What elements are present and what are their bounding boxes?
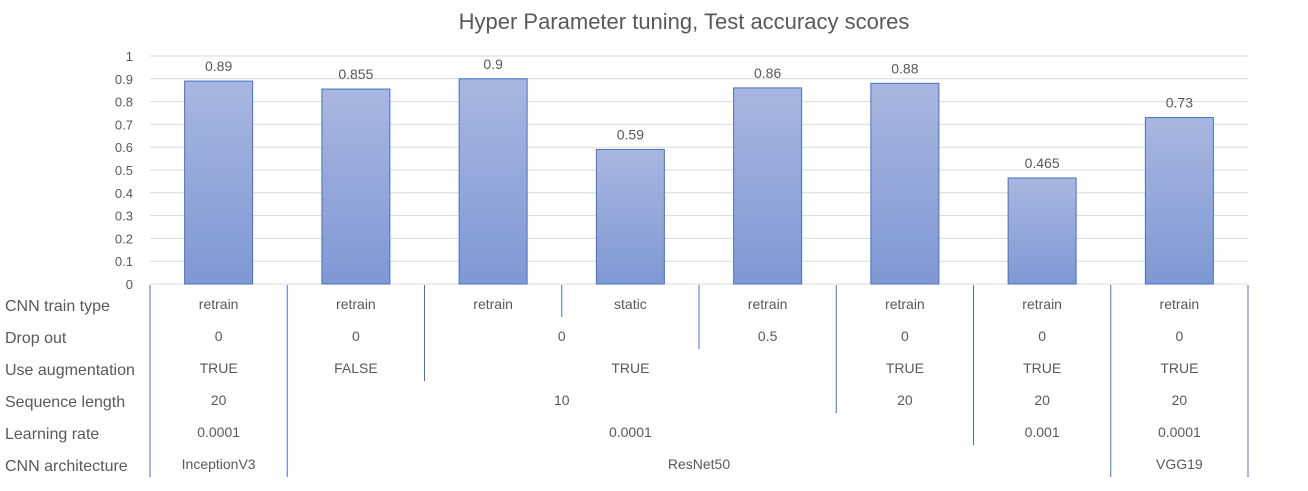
bars (184, 78, 1214, 285)
y-tick-label: 0.4 (115, 186, 133, 201)
data-label: 0.88 (891, 60, 918, 76)
table-row-label: Learning rate (5, 426, 99, 443)
table-cell: 0 (1175, 328, 1183, 344)
table-row-label: Drop out (5, 330, 67, 347)
table-cell: ResNet50 (668, 456, 730, 472)
data-label: 0.59 (617, 126, 644, 142)
table-cell: TRUE (1023, 360, 1061, 376)
table-cell: InceptionV3 (182, 456, 256, 472)
y-tick-label: 0.9 (115, 72, 133, 87)
table-cell: 0 (352, 328, 360, 344)
y-tick-label: 0.8 (115, 95, 133, 110)
table-row-label: CNN architecture (5, 458, 128, 475)
table-cell: TRUE (611, 360, 649, 376)
table-cell: 0 (901, 328, 909, 344)
table-cell: 0.0001 (1158, 424, 1201, 440)
table-cell: retrain (1160, 296, 1200, 312)
table-cell: retrain (748, 296, 788, 312)
table-cell: TRUE (886, 360, 924, 376)
table-cell: 20 (211, 392, 227, 408)
table-row-label: Sequence length (5, 394, 125, 411)
table-cell: 0.0001 (197, 424, 240, 440)
bar (321, 88, 391, 285)
gridlines (150, 55, 1248, 285)
y-tick-label: 0.3 (115, 209, 133, 224)
parameter-table: CNN train type retrain retrain retrain stati… (5, 285, 1249, 477)
table-cell: 20 (1172, 392, 1188, 408)
y-tick-label: 0.7 (115, 117, 133, 132)
y-tick-label: 0.1 (115, 254, 133, 269)
bar (458, 78, 528, 285)
bar (595, 148, 665, 285)
data-label: 0.73 (1166, 95, 1193, 111)
data-label: 0.9 (483, 56, 503, 72)
table-cell: 0 (1038, 328, 1046, 344)
table-cell: 0 (558, 328, 566, 344)
data-label: 0.465 (1025, 155, 1060, 171)
chart-title: Hyper Parameter tuning, Test accuracy sc… (459, 9, 910, 34)
data-label: 0.855 (338, 66, 373, 82)
y-axis-ticks: 0 0.1 0.2 0.3 0.4 0.5 0.6 0.7 0.8 0.9 1 (115, 49, 133, 292)
table-cell: static (614, 296, 647, 312)
bar (733, 87, 803, 285)
table-cell: TRUE (1160, 360, 1198, 376)
table-cell: 0.5 (758, 328, 778, 344)
y-tick-label: 0.2 (115, 231, 133, 246)
table-cell: retrain (199, 296, 239, 312)
bar (184, 80, 254, 285)
table-cell: retrain (336, 296, 376, 312)
bar (1007, 177, 1077, 285)
table-cell: FALSE (334, 360, 378, 376)
table-row-label: Use augmentation (5, 362, 135, 379)
y-tick-label: 1 (126, 49, 133, 64)
data-labels: 0.89 0.855 0.9 0.59 0.86 0.88 0.465 0.73 (205, 56, 1193, 171)
bar (1144, 117, 1214, 285)
y-tick-label: 0 (126, 277, 133, 292)
table-cell: TRUE (200, 360, 238, 376)
table-cell: 10 (554, 392, 570, 408)
table-cell: retrain (885, 296, 925, 312)
table-cell: 0 (215, 328, 223, 344)
table-cell: retrain (1022, 296, 1062, 312)
bar (870, 82, 940, 285)
table-cell: 20 (1034, 392, 1050, 408)
y-tick-label: 0.6 (115, 140, 133, 155)
table-cell: retrain (473, 296, 513, 312)
table-cell: 20 (897, 392, 913, 408)
table-cell: 0.001 (1025, 424, 1060, 440)
y-tick-label: 0.5 (115, 163, 133, 178)
table-cell: 0.0001 (609, 424, 652, 440)
table-cell: VGG19 (1156, 456, 1203, 472)
data-label: 0.89 (205, 58, 232, 74)
table-row-label: CNN train type (5, 298, 110, 315)
data-label: 0.86 (754, 65, 781, 81)
